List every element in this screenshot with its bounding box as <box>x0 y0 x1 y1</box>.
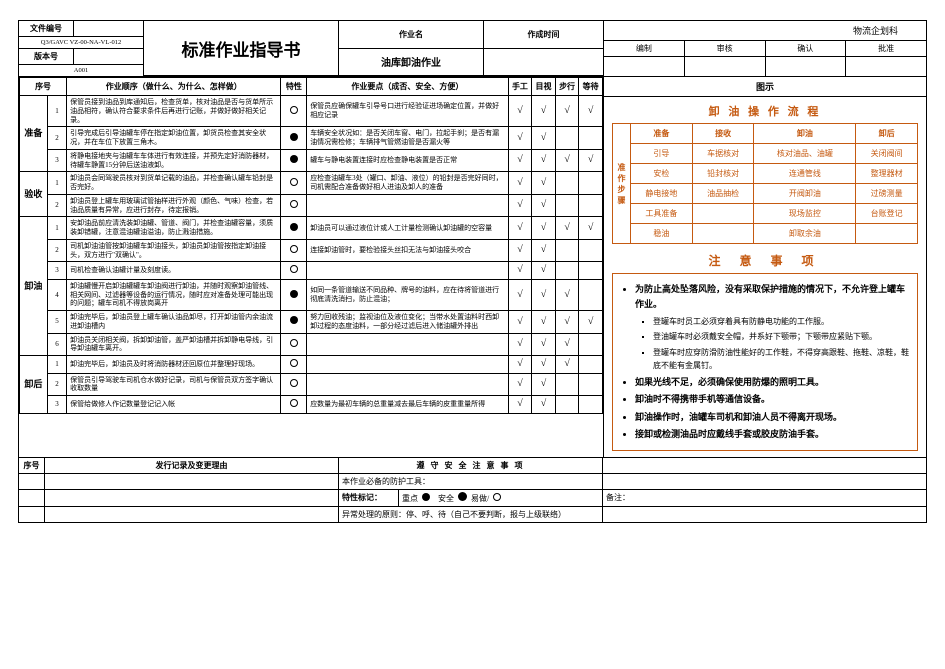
sign-header: 编制 <box>604 41 684 57</box>
note-item: 卸油操作时，油罐车司机和卸油人员不得离开现场。 <box>635 410 909 425</box>
col-point: 作业要点（成否、安全、方便） <box>307 78 508 96</box>
table-row: 2卸油员登上罐车用玻璃试管抽样进行外观（颜色、气味）检查，若油品质量有异常，应进… <box>20 194 603 217</box>
doc-no: Q3/GAVC VZ-00-NA-VL-012 <box>19 37 143 48</box>
table-row: 2司机卸油油管按卸油罐车卸油接头，卸油员卸油管按指定卸油接头，双方进行"双确认"… <box>20 239 603 262</box>
flow-header: 准备 <box>631 124 693 144</box>
note-item: 接卸或检测油品时应戴线手套或胶皮防油手套。 <box>635 427 909 442</box>
note-subitem: 登罐车时应穿防滑防油性能好的工作鞋，不得穿高跟鞋、拖鞋、凉鞋，鞋底不能有金属钉。 <box>653 346 909 373</box>
flow-cell: 卸取余油 <box>754 224 856 244</box>
footer-seq: 序号 <box>19 458 45 473</box>
flow-cell: 开阀卸油 <box>754 184 856 204</box>
col-hand: 手工 <box>508 78 532 96</box>
flow-cell <box>692 204 754 224</box>
marker-open-icon <box>493 493 501 501</box>
flow-cell: 关闭阀间 <box>856 144 918 164</box>
notes-box: 为防止高处坠落风险，没有采取保护措施的情况下，不允许登上罐车作业。登罐车时员工必… <box>612 273 918 451</box>
table-row: 准备1保管员接到油品到库通知后，检查货单，核对油品是否与货单所示油品相符，确认符… <box>20 96 603 127</box>
flow-cell: 铅封核对 <box>692 164 754 184</box>
sign-header: 确认 <box>766 41 846 57</box>
flow-cell <box>692 224 754 244</box>
note-subitem: 登油罐车时必须戴安全帽，并系好下颚带；下颚带应紧贴下颚。 <box>653 330 909 344</box>
ver-label: 版本号 <box>19 49 74 64</box>
dept-name: 物流企划科 <box>604 21 926 41</box>
mark-label: 特性标记： <box>339 490 399 506</box>
flow-cell: 连通管线 <box>754 164 856 184</box>
ver-no: A001 <box>19 65 143 76</box>
time-label: 作成时间 <box>484 21 603 49</box>
table-row: 3保管给做修人作记数量登记记入帐应数量为最初车辆的总重量减去最后车辆的皮重重量所… <box>20 396 603 414</box>
col-walk: 步行 <box>555 78 579 96</box>
job-label: 作业名 <box>339 21 483 49</box>
sign-header: 批准 <box>846 41 926 57</box>
flow-cell: 核对油品、油罐 <box>754 144 856 164</box>
table-row: 验收1卸油员会同驾驶员核对到货单记载的油品，并检查确认罐车铅封是否完好。应检查油… <box>20 172 603 195</box>
legend-safe: 安全 <box>438 494 454 503</box>
marker-solid-icon <box>422 493 430 501</box>
phase-cell: 验收 <box>20 172 48 217</box>
doc-no-label: 文件编号 <box>19 21 74 36</box>
flow-cell: 现场监控 <box>754 204 856 224</box>
table-row: 4卸油罐慢开启卸油罐罐车卸油阀进行卸油，并随时观察卸油管线、相关网间、过滤器等设… <box>20 279 603 310</box>
flow-header: 卸后 <box>856 124 918 144</box>
col-eye: 目视 <box>532 78 556 96</box>
legend-imp: 重点 <box>402 494 418 503</box>
table-row: 6卸油员关闭相关阀，拆卸卸油管，盖严卸油槽并拆卸静电导线，引导卸油罐车离开。√√… <box>20 333 603 356</box>
phase-cell: 卸后 <box>20 356 48 414</box>
footer-issue: 发行记录及变更理由 <box>45 458 339 473</box>
work-table: 序号 作业顺序（做什么、为什么、怎样做） 特性 作业要点（成否、安全、方便） 手… <box>19 77 603 414</box>
flow-cell: 工具准备 <box>631 204 693 224</box>
note-item: 如果光线不足，必须确保使用防爆的照明工具。 <box>635 375 909 390</box>
col-wait: 等待 <box>579 78 603 96</box>
flow-table: 准作步骤准备接收卸油卸后引导车据核对核对油品、油罐关闭阀间安检铅封核对连通管线整… <box>612 123 918 244</box>
flow-header: 接收 <box>692 124 754 144</box>
table-row: 3将静电接地夹与油罐车车体进行有效连接，并预先定好消防器材，待罐车静置15分钟后… <box>20 149 603 172</box>
flow-cell: 整理器材 <box>856 164 918 184</box>
note-item: 卸油时不得携带手机等通信设备。 <box>635 392 909 407</box>
sheet-title: 标准作业指导书 <box>144 21 339 76</box>
flow-side: 准作步骤 <box>613 124 631 244</box>
phase-cell: 卸油 <box>20 217 48 356</box>
abnormal-note: 异常处理的原则：停、呼、待（自己不要判断，报与上级联络） <box>339 507 603 522</box>
table-row: 3司机检查确认油罐计量及刻度读。√√ <box>20 262 603 280</box>
legend-easy: 易做/ <box>471 494 489 503</box>
flow-cell: 车据核对 <box>692 144 754 164</box>
flow-cell: 静电接地 <box>631 184 693 204</box>
sign-header: 审核 <box>685 41 765 57</box>
flow-cell: 稳油 <box>631 224 693 244</box>
col-order: 作业顺序（做什么、为什么、怎样做） <box>67 78 281 96</box>
flow-cell <box>856 224 918 244</box>
note-item: 为防止高处坠落风险，没有采取保护措施的情况下，不允许登上罐车作业。登罐车时员工必… <box>635 282 909 373</box>
flow-cell: 安检 <box>631 164 693 184</box>
col-feat: 特性 <box>281 78 307 96</box>
job-name: 油库卸油作业 <box>339 49 483 77</box>
notes-title: 注 意 事 项 <box>612 252 918 269</box>
flow-cell: 过磅测量 <box>856 184 918 204</box>
remark-label: 备注： <box>603 490 926 506</box>
table-row: 卸油1安卸油品前应清洗装卸油罐、管道、阀门，并检查油罐容量，须质装卸错罐，注意混… <box>20 217 603 240</box>
flow-cell: 台账登记 <box>856 204 918 224</box>
flow-title: 卸 油 操 作 流 程 <box>612 103 918 119</box>
table-row: 2保管员引导驾驶车司机仓水做好记录，司机与保管员双方签字确认收取数量√√ <box>20 373 603 396</box>
table-row: 卸后1卸油完毕后，卸油员及时将消防器材还回原位并整理好现场。√√√ <box>20 356 603 374</box>
table-row: 5卸油完毕后，卸油员登上罐车确认油品卸尽，打开卸油管内余油流进卸油槽内努力回收残… <box>20 311 603 334</box>
table-row: 2引导完成后引导油罐车停在指定卸油位置，卸货员检查其安全状况，并在车位下放置三角… <box>20 127 603 150</box>
flow-cell: 油品抽检 <box>692 184 754 204</box>
phase-cell: 准备 <box>20 96 48 172</box>
col-seq: 序号 <box>20 78 67 96</box>
flow-header: 卸油 <box>754 124 856 144</box>
flow-cell: 引导 <box>631 144 693 164</box>
footer-safety: 遵 守 安 全 注 意 事 项 <box>339 458 603 473</box>
note-subitem: 登罐车时员工必须穿着具有防静电功能的工作服。 <box>653 315 909 329</box>
footer-tools: 本作业必备的防护工具： <box>339 474 603 489</box>
col-illus: 图示 <box>604 77 926 97</box>
